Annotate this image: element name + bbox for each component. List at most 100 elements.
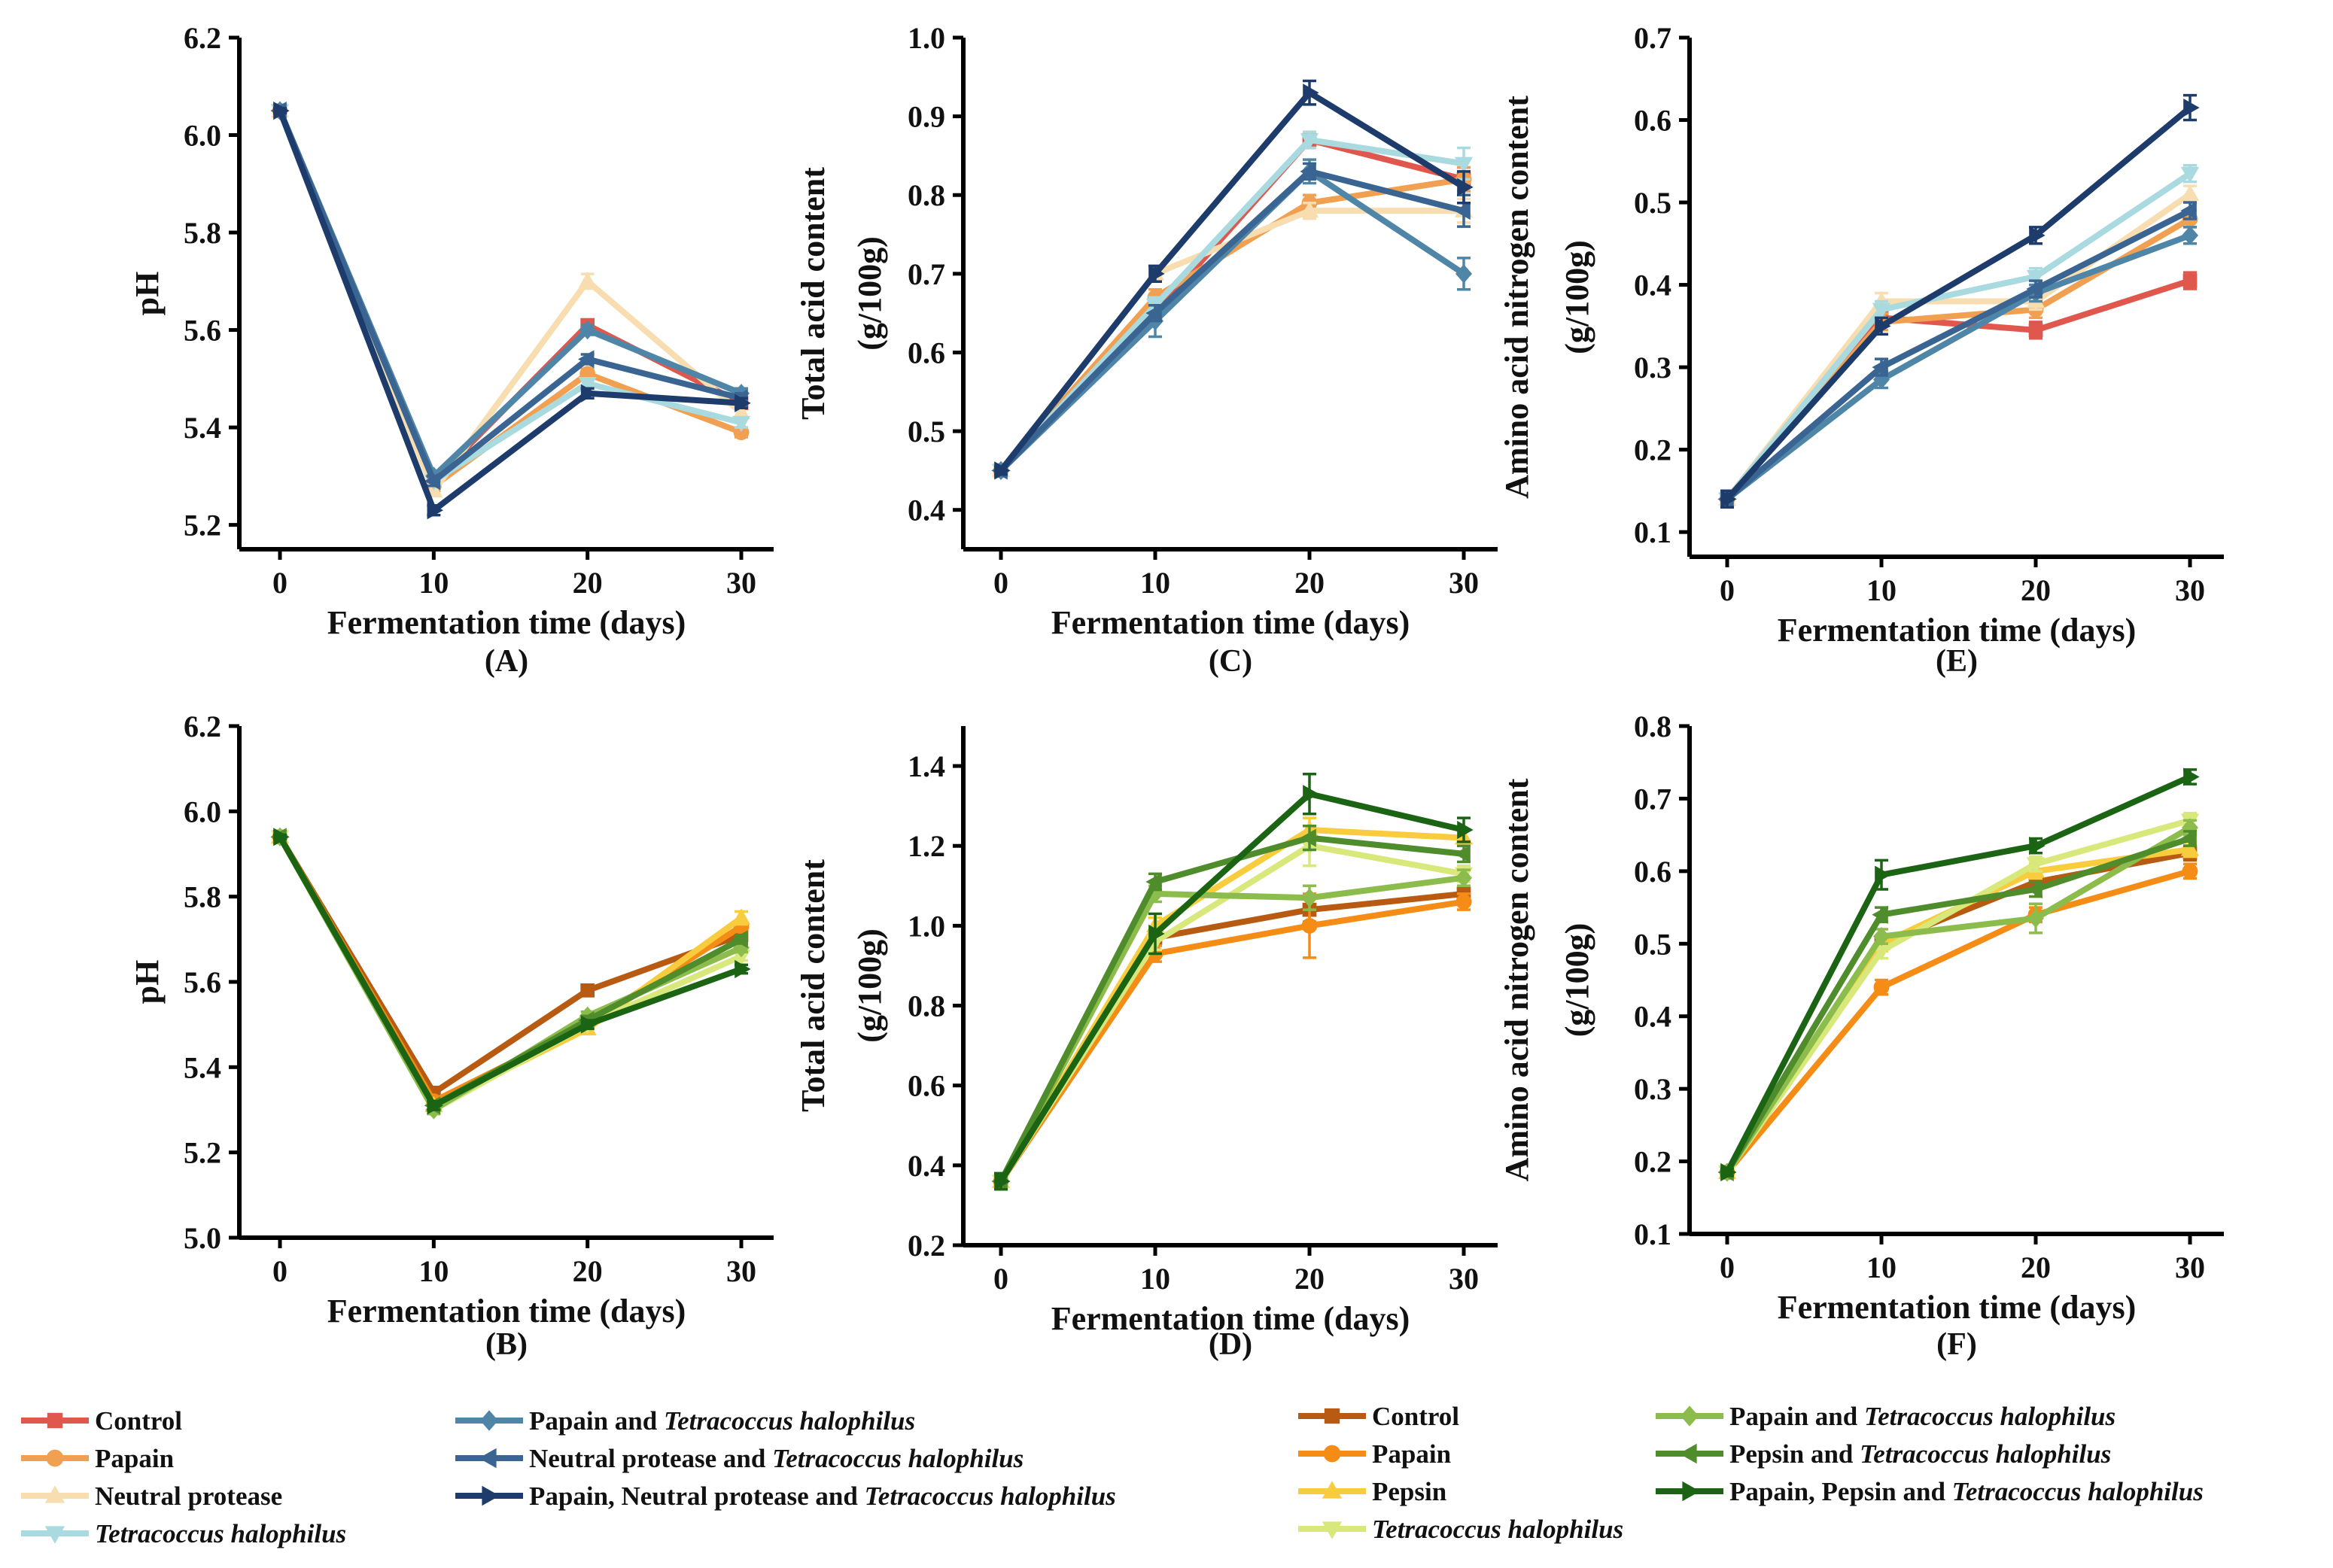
series-neutral-protease: [1717, 184, 2200, 509]
legend-marker: [44, 1526, 65, 1544]
y-tick-label: 0.8: [908, 989, 945, 1023]
legend-item: Pepsin: [1298, 1477, 1446, 1506]
data-point: [2026, 279, 2043, 299]
data-point: [735, 959, 751, 979]
y-tick-label: 0.4: [908, 1149, 945, 1183]
y-tick-label: 0.1: [1634, 515, 1671, 549]
series-papain-neutral-protease-and-tetracoccus-halophilus: [1720, 93, 2200, 509]
legend-label: Papain, Pepsin and Tetracoccus halophilu…: [1729, 1477, 2204, 1506]
panel-letter: (B): [485, 1327, 528, 1362]
series-line: [998, 168, 1467, 474]
legend-marker: [44, 1485, 65, 1503]
series-line: [998, 791, 1467, 1185]
legend-marker: [47, 1412, 63, 1429]
data-point: [1145, 872, 1162, 892]
data-point: [1300, 201, 1319, 217]
y-axis-title: (g/100g): [1559, 240, 1595, 354]
data-point: [1455, 868, 1472, 888]
y-tick-label: 0.8: [908, 178, 945, 212]
y-tick-label: 0.1: [1634, 1217, 1671, 1251]
series-line: [1724, 817, 2193, 1176]
data-point: [1148, 924, 1165, 944]
data-point: [1875, 865, 1891, 884]
series-papain-neutral-protease-and-tetracoccus-halophilus: [273, 102, 751, 520]
y-tick-label: 0.7: [1634, 21, 1671, 55]
data-point: [732, 403, 751, 420]
y-axis-title: (g/100g): [1559, 923, 1595, 1038]
y-tick-label: 0.6: [1634, 855, 1671, 889]
x-tick-label: 30: [726, 1254, 756, 1288]
legend-item: Tetracoccus halophilus: [1298, 1515, 1623, 1544]
series-papain-and-tetracoccus-halophilus: [993, 868, 1472, 1191]
legend-label-part: Papain and: [529, 1406, 664, 1436]
legend-label: Papain, Neutral protease and Tetracoccus…: [529, 1481, 1116, 1511]
series-line: [998, 898, 1467, 1185]
y-tick-label: 0.3: [1634, 1072, 1671, 1106]
data-point: [994, 1171, 1011, 1191]
x-tick-label: 0: [272, 1254, 287, 1288]
x-tick-label: 20: [573, 566, 603, 600]
series-papain: [993, 166, 1472, 479]
legend-marker: [1323, 1445, 1341, 1463]
data-point: [1720, 490, 1737, 509]
series-pepsin-and-tetracoccus-halophilus: [1717, 829, 2197, 1182]
legend-marker: [482, 1485, 500, 1506]
legend-label-part: Neutral protease: [95, 1481, 282, 1511]
panel-c: 0.4 0.5 0.6 0.7 0.8 0.9 1.0 0 10 20 30 Fermentation…: [795, 21, 1498, 679]
y-axis-title: Amino acid nitrogen content: [1498, 778, 1535, 1181]
legend-item: Papain, Neutral protease and Tetracoccus…: [455, 1481, 1116, 1511]
x-tick-label: 10: [418, 566, 449, 600]
x-axis-title: Fermentation time (days): [1778, 1289, 2137, 1326]
data-point: [2180, 166, 2200, 184]
legend-marker: [1322, 1481, 1343, 1499]
legend-label-part: Control: [1372, 1402, 1459, 1431]
legend-item: Papain, Pepsin and Tetracoccus halophilu…: [1656, 1477, 2204, 1506]
y-tick-label: 0.5: [1634, 186, 1671, 220]
y-tick-label: 5.6: [184, 314, 221, 348]
x-tick-label: 0: [993, 1262, 1008, 1296]
legend-b: Control Papain Pepsin Tetracoccus halophilu…: [1298, 1402, 2204, 1544]
y-tick-label: 0.3: [1634, 351, 1671, 384]
legend-marker: [480, 1410, 498, 1431]
data-point: [2182, 226, 2198, 245]
legend-label-part: Tetracoccus halophilus: [865, 1481, 1116, 1511]
legend-label: Papain and Tetracoccus halophilus: [1729, 1402, 2116, 1431]
data-point: [1872, 905, 1888, 924]
y-axis-title: pH: [129, 960, 166, 1004]
x-tick-label: 0: [1720, 573, 1735, 607]
x-axis-title: Fermentation time (days): [327, 604, 686, 641]
legend-label-part: Tetracoccus halophilus: [1860, 1439, 2111, 1469]
data-point: [580, 983, 595, 998]
data-point: [1873, 979, 1890, 995]
y-tick-label: 1.2: [908, 829, 945, 863]
series-line: [998, 90, 1467, 474]
data-point: [580, 1015, 598, 1034]
legend-label-part: Pepsin: [1372, 1477, 1446, 1506]
x-tick-label: 0: [272, 566, 287, 600]
legend-label: Pepsin and Tetracoccus halophilus: [1729, 1439, 2111, 1469]
data-point: [732, 930, 748, 949]
y-axis-title: (g/100g): [851, 928, 888, 1043]
data-point: [1873, 926, 1890, 947]
y-tick-label: 5.4: [184, 1050, 221, 1084]
legend-label: Neutral protease: [95, 1481, 282, 1511]
legend-label: Tetracoccus halophilus: [95, 1519, 346, 1548]
data-point: [579, 320, 596, 340]
data-point: [1145, 304, 1162, 323]
series-line: [998, 827, 1467, 1185]
y-tick-label: 0.2: [1634, 433, 1671, 467]
series-papain: [1719, 209, 2198, 509]
x-tick-label: 20: [1294, 1262, 1325, 1296]
legend-label: Control: [1372, 1402, 1459, 1431]
legend-marker: [479, 1448, 497, 1469]
panel-letter: (D): [1209, 1327, 1252, 1362]
data-point: [1148, 264, 1165, 283]
y-tick-label: 6.0: [184, 795, 221, 828]
series-line: [1724, 846, 2193, 1176]
series-control: [993, 884, 1471, 1191]
data-point: [424, 472, 441, 491]
series-line: [1724, 825, 2193, 1176]
panel-letter: (E): [1936, 644, 1978, 679]
